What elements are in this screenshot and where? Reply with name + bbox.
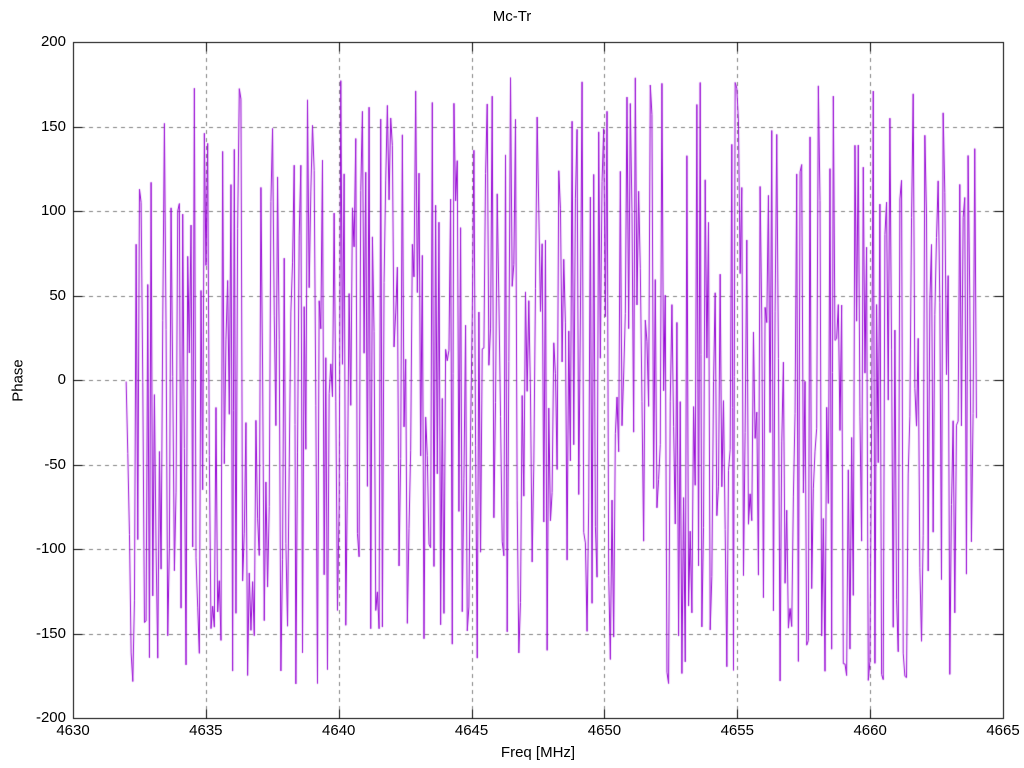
y-tick-label: -50 [44,455,66,473]
x-tick-label: 4655 [720,722,754,739]
x-tick-label: 4635 [189,722,223,739]
x-tick-label: 4660 [853,722,887,739]
y-tick-label: -150 [35,624,66,642]
y-tick-label: 50 [49,286,66,304]
y-tick-label: 100 [40,202,66,219]
x-axis-label: Freq [MHz] [500,744,576,761]
y-tick-label: 200 [40,33,66,50]
x-tick-label: 4630 [56,722,90,739]
y-tick-label: -100 [35,540,66,557]
y-tick-label: -200 [35,709,66,726]
x-tick-label: 4650 [587,722,622,739]
y-tick-label: 150 [40,117,66,135]
x-tick-label: 4645 [454,722,489,739]
x-tick-label: 4665 [986,722,1020,739]
chart-title: Mc-Tr [492,8,532,25]
y-tick-label: 0 [57,371,66,388]
x-tick-label: 4640 [322,722,356,739]
